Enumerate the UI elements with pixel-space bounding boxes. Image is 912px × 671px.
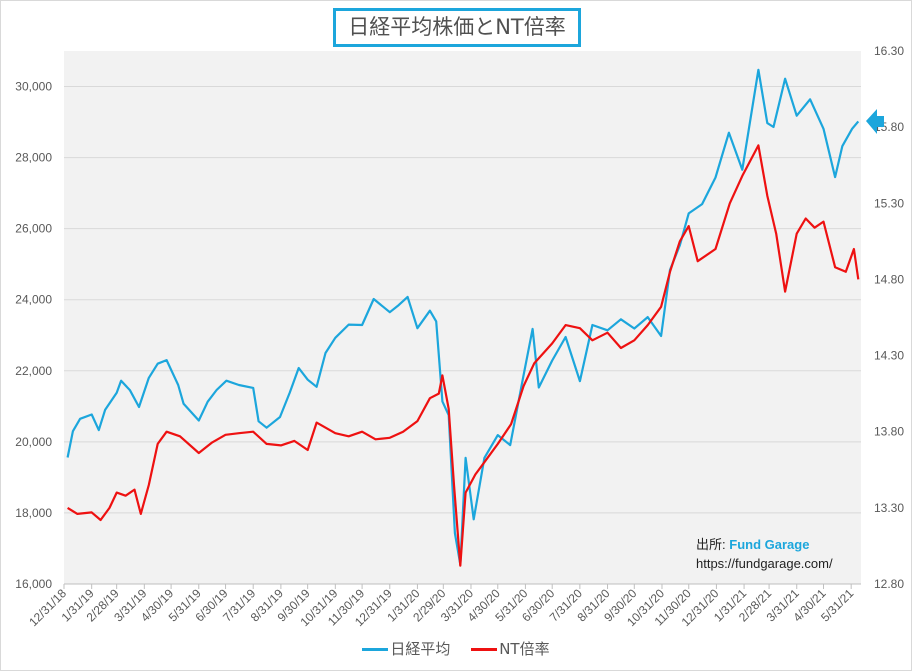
y-right-tick-label: 13.80 xyxy=(874,425,904,439)
chart-title: 日経平均株価とNT倍率 xyxy=(333,8,581,47)
y-left-tick-label: 28,000 xyxy=(15,151,52,165)
legend-label: NT倍率 xyxy=(499,640,550,658)
legend-swatch xyxy=(362,648,389,651)
legend: 日経平均 NT倍率 xyxy=(0,638,912,659)
y-right-tick-label: 14.30 xyxy=(874,349,904,363)
legend-item-nt-ratio: NT倍率 xyxy=(471,638,550,659)
series-line-nt-ratio xyxy=(67,144,860,567)
y-left-tick-label: 24,000 xyxy=(15,293,52,307)
plot-area xyxy=(64,51,861,584)
y-right-tick-label: 15.30 xyxy=(874,196,904,210)
y-right-tick-label: 16.30 xyxy=(874,44,904,58)
legend-swatch xyxy=(471,648,498,651)
x-tick-label: 12/31/18 xyxy=(26,586,69,629)
source-label: 出所: xyxy=(696,537,726,552)
y-left-tick-label: 30,000 xyxy=(15,80,52,94)
source-url: https://fundgarage.com/ xyxy=(696,556,833,571)
y-right-tick-label: 12.80 xyxy=(874,577,904,591)
y-left-tick-label: 20,000 xyxy=(15,435,52,449)
y-right-tick-label: 13.30 xyxy=(874,501,904,515)
y-left-tick-label: 26,000 xyxy=(15,222,52,236)
y-right-tick-label: 14.80 xyxy=(874,272,904,286)
y-left-tick-label: 22,000 xyxy=(15,364,52,378)
legend-label: 日経平均 xyxy=(390,640,451,658)
y-left-tick-label: 16,000 xyxy=(15,577,52,591)
series-line-nikkei xyxy=(66,68,860,566)
arrow-left-icon xyxy=(866,109,884,134)
y-left-tick-label: 18,000 xyxy=(15,506,52,520)
source-name: Fund Garage xyxy=(729,537,810,552)
source-note: 出所: Fund Garage https://fundgarage.com/ xyxy=(696,535,833,573)
legend-item-nikkei: 日経平均 xyxy=(362,638,450,659)
